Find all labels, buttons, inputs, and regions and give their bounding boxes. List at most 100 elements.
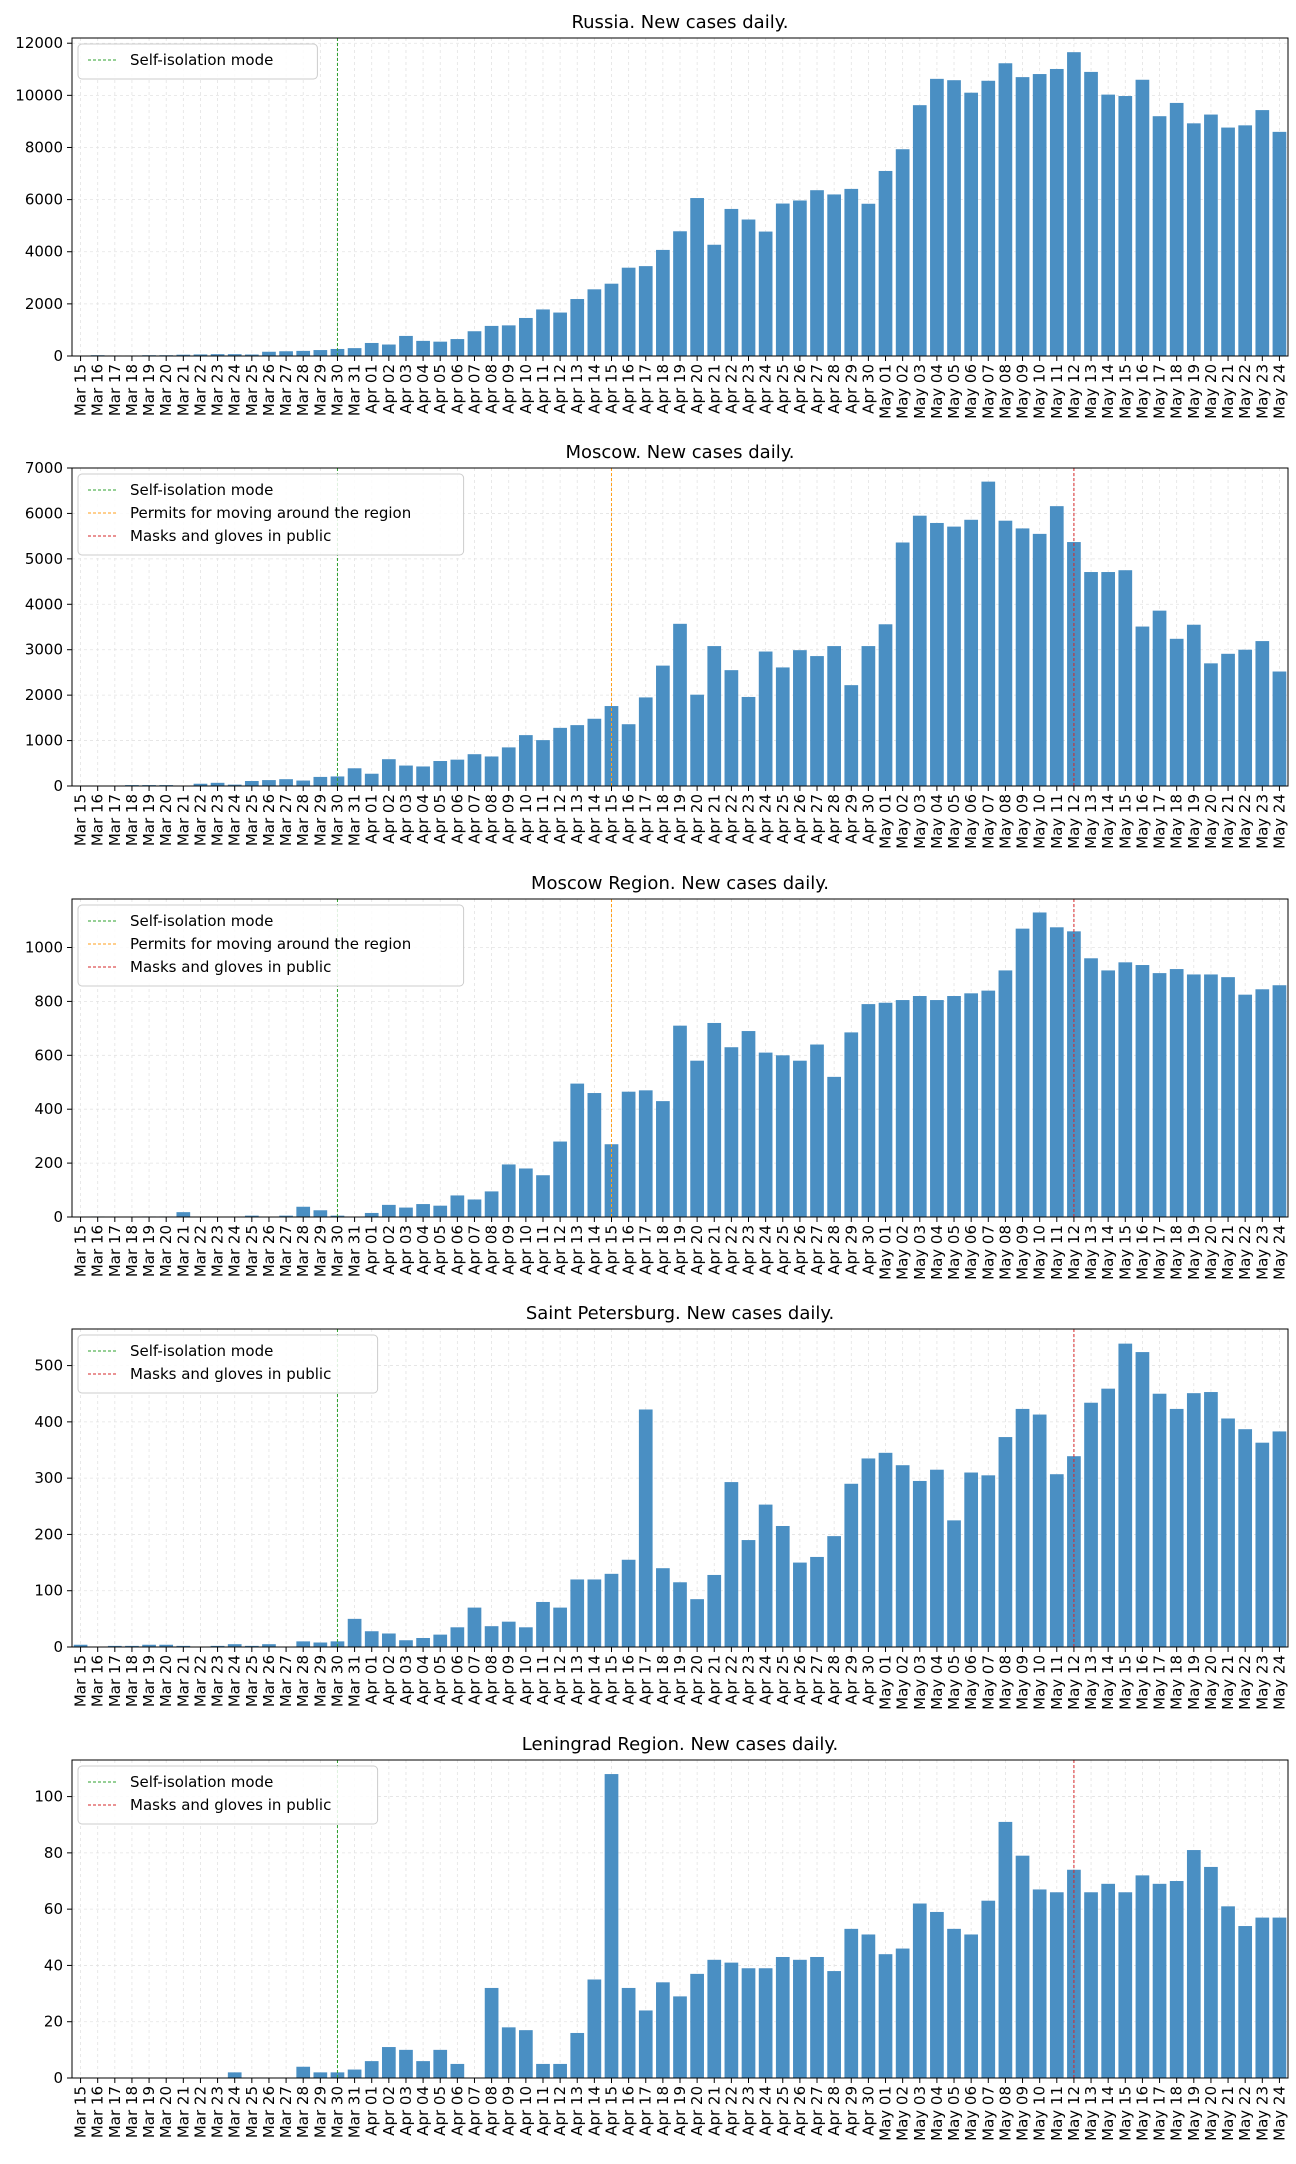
x-tick-label: Apr 07 <box>465 1655 483 1705</box>
bar <box>913 996 927 1217</box>
x-tick-label: Mar 27 <box>277 1655 295 1707</box>
x-tick-label: Apr 02 <box>380 364 398 414</box>
bar <box>879 1954 893 2078</box>
bar <box>639 2010 653 2078</box>
x-tick-label: Mar 29 <box>311 1655 329 1707</box>
bar <box>759 1053 773 1217</box>
x-tick-label: Mar 18 <box>123 1655 141 1707</box>
legend-label: Masks and gloves in public <box>130 958 331 976</box>
bar <box>759 652 773 786</box>
bar <box>416 2061 430 2078</box>
x-tick-label: Apr 14 <box>585 364 603 414</box>
bar <box>759 1505 773 1647</box>
x-tick-label: Apr 15 <box>602 2086 620 2136</box>
bar <box>399 766 413 786</box>
x-tick-label: Apr 13 <box>568 2086 586 2136</box>
bar <box>313 777 327 786</box>
bar <box>348 768 362 786</box>
x-tick-label: Apr 03 <box>397 364 415 414</box>
bar <box>622 268 636 356</box>
bar <box>502 1622 516 1647</box>
x-tick-label: Apr 29 <box>842 2086 860 2136</box>
x-tick-label: Mar 27 <box>277 364 295 416</box>
x-tick-label: Mar 20 <box>157 1225 175 1277</box>
x-tick-label: May 04 <box>928 1225 946 1280</box>
x-tick-label: May 24 <box>1270 2086 1288 2141</box>
bar <box>536 1602 550 1647</box>
bar <box>673 1996 687 2078</box>
bar <box>553 1142 567 1217</box>
chart-title: Moscow. New cases daily. <box>565 442 794 463</box>
x-tick-label: May 01 <box>877 1225 895 1280</box>
x-tick-label: May 20 <box>1202 794 1220 849</box>
x-tick-label: Apr 27 <box>808 1225 826 1275</box>
x-tick-label: May 01 <box>877 794 895 849</box>
x-tick-label: Mar 18 <box>123 364 141 416</box>
x-tick-label: Apr 08 <box>483 1655 501 1705</box>
x-tick-label: May 24 <box>1270 364 1288 419</box>
bar <box>176 1212 190 1217</box>
y-tick-label: 8000 <box>25 138 63 156</box>
x-tick-label: Mar 19 <box>140 1655 158 1707</box>
y-tick-label: 6000 <box>25 504 63 522</box>
bar <box>862 1004 876 1217</box>
bar <box>451 1627 465 1647</box>
x-tick-label: Apr 09 <box>500 1225 518 1275</box>
x-tick-label: Apr 18 <box>654 364 672 414</box>
x-tick-label: Apr 12 <box>551 1225 569 1275</box>
x-tick-label: May 15 <box>1116 1225 1134 1280</box>
x-tick-label: May 21 <box>1219 794 1237 849</box>
bar <box>468 1199 482 1217</box>
x-tick-label: May 03 <box>911 2086 929 2141</box>
x-tick-label: Mar 29 <box>311 1225 329 1277</box>
bar <box>879 1003 893 1217</box>
bar <box>1153 116 1167 356</box>
x-tick-label: Apr 16 <box>620 364 638 414</box>
x-tick-label: May 14 <box>1099 794 1117 849</box>
x-tick-label: Apr 09 <box>500 794 518 844</box>
bar <box>930 1912 944 2078</box>
x-tick-label: Apr 10 <box>517 1655 535 1705</box>
x-tick-label: Mar 30 <box>328 364 346 416</box>
x-tick-label: Apr 23 <box>740 2086 758 2136</box>
bar <box>639 697 653 786</box>
bar <box>1170 1409 1184 1647</box>
x-tick-label: Apr 13 <box>568 1655 586 1705</box>
bar <box>416 1638 430 1647</box>
x-tick-label: Apr 23 <box>740 364 758 414</box>
bar <box>827 1971 841 2078</box>
bar <box>382 1633 396 1647</box>
x-tick-label: May 16 <box>1133 1225 1151 1280</box>
bar <box>947 996 961 1217</box>
bar <box>536 2064 550 2078</box>
x-tick-label: Mar 19 <box>140 794 158 846</box>
bar <box>707 646 721 786</box>
bar <box>759 1968 773 2078</box>
x-tick-label: Apr 03 <box>397 1655 415 1705</box>
x-tick-label: Apr 01 <box>363 1225 381 1275</box>
bar <box>759 232 773 356</box>
x-tick-label: May 10 <box>1031 2086 1049 2141</box>
x-tick-label: Apr 25 <box>774 2086 792 2136</box>
bar <box>1170 639 1184 786</box>
bar <box>725 1047 739 1217</box>
bar <box>588 719 602 786</box>
bar <box>1153 1884 1167 2078</box>
x-tick-label: Apr 30 <box>859 364 877 414</box>
x-tick-label: May 16 <box>1133 2086 1151 2141</box>
x-tick-label: Mar 17 <box>106 1225 124 1277</box>
x-tick-label: May 11 <box>1048 1225 1066 1280</box>
bar <box>1238 650 1252 786</box>
x-tick-label: May 08 <box>996 1225 1014 1280</box>
x-tick-label: May 18 <box>1168 364 1186 419</box>
x-tick-label: Mar 30 <box>328 2086 346 2138</box>
bar <box>1084 72 1098 356</box>
x-tick-label: Mar 28 <box>294 364 312 416</box>
bar <box>930 79 944 356</box>
x-tick-label: May 20 <box>1202 2086 1220 2141</box>
bar <box>673 624 687 786</box>
bar <box>1204 1392 1218 1647</box>
bar <box>365 774 379 786</box>
x-tick-label: May 23 <box>1253 1225 1271 1280</box>
